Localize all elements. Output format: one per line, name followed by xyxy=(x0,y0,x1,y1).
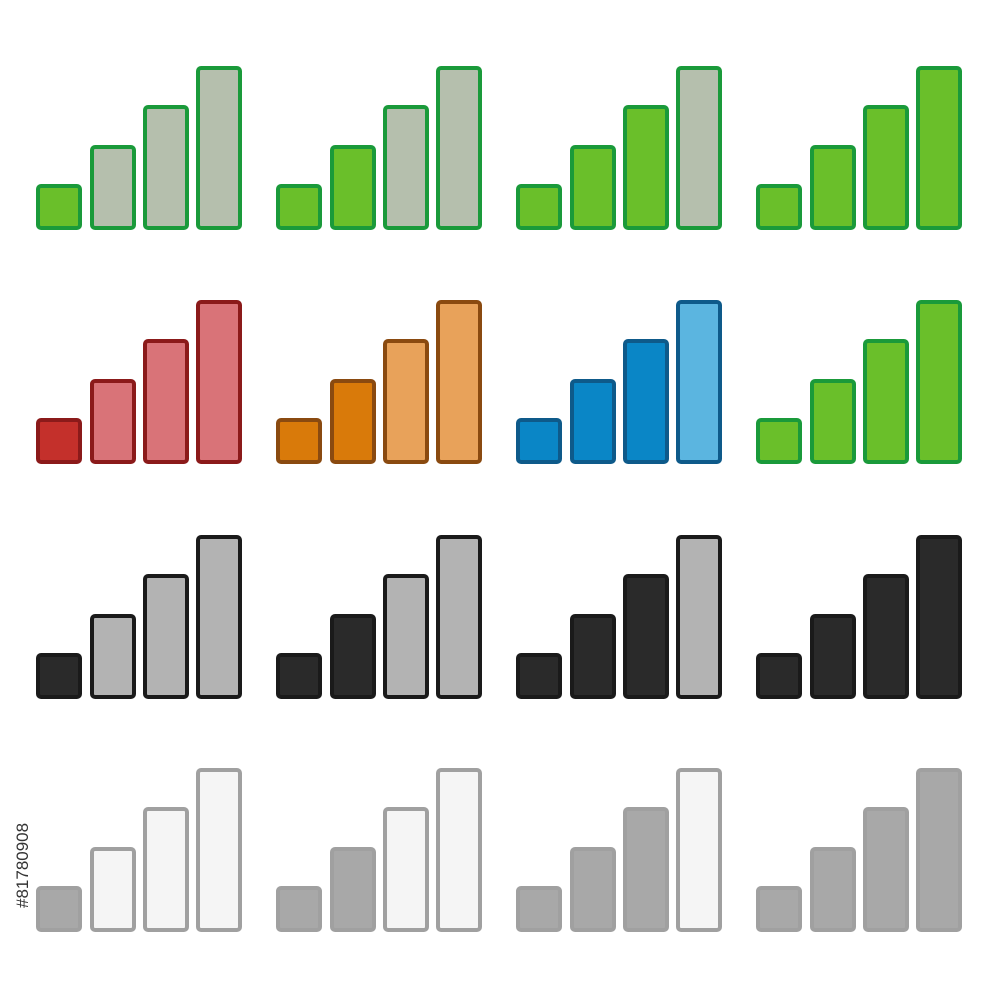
signal-bar xyxy=(623,105,669,230)
signal-bar xyxy=(436,300,482,464)
signal-bar xyxy=(810,379,856,464)
signal-bar xyxy=(570,379,616,464)
signal-bar xyxy=(863,807,909,932)
signal-bar xyxy=(516,418,562,464)
signal-bar xyxy=(143,574,189,699)
signal-bar xyxy=(676,300,722,464)
signal-bar xyxy=(196,66,242,230)
signal-bar xyxy=(196,768,242,932)
signal-bar xyxy=(676,768,722,932)
signal-bar xyxy=(676,535,722,699)
signal-icon xyxy=(276,66,482,230)
icon-grid xyxy=(36,66,962,932)
signal-bar xyxy=(90,847,136,932)
signal-bar xyxy=(756,418,802,464)
signal-bar xyxy=(756,653,802,699)
signal-icon xyxy=(516,300,722,464)
signal-bar xyxy=(143,105,189,230)
signal-bar xyxy=(383,105,429,230)
signal-icon xyxy=(756,66,962,230)
signal-bar xyxy=(276,418,322,464)
stock-id: #81780908 xyxy=(13,823,32,908)
signal-bar xyxy=(623,574,669,699)
signal-bar xyxy=(516,184,562,230)
signal-icon xyxy=(36,66,242,230)
signal-icon xyxy=(36,300,242,464)
signal-bar xyxy=(570,847,616,932)
signal-bar xyxy=(330,614,376,699)
signal-bar xyxy=(916,768,962,932)
signal-bar xyxy=(436,535,482,699)
signal-bar xyxy=(810,614,856,699)
signal-bar xyxy=(330,847,376,932)
signal-bar xyxy=(276,184,322,230)
signal-icon xyxy=(756,300,962,464)
signal-bar xyxy=(756,184,802,230)
signal-icon xyxy=(516,66,722,230)
signal-bar xyxy=(36,418,82,464)
signal-bar xyxy=(143,807,189,932)
signal-bar xyxy=(916,66,962,230)
signal-icon xyxy=(36,768,242,932)
signal-bar xyxy=(196,300,242,464)
signal-icon xyxy=(36,535,242,699)
signal-bar xyxy=(90,145,136,230)
signal-bar xyxy=(863,574,909,699)
signal-icon xyxy=(276,768,482,932)
signal-icon xyxy=(756,535,962,699)
signal-bar xyxy=(276,886,322,932)
signal-bar xyxy=(90,614,136,699)
signal-bar xyxy=(36,184,82,230)
signal-icon xyxy=(276,535,482,699)
signal-icon xyxy=(756,768,962,932)
signal-bar xyxy=(863,105,909,230)
signal-bar xyxy=(516,886,562,932)
signal-bar xyxy=(330,379,376,464)
signal-bar xyxy=(196,535,242,699)
signal-bar xyxy=(436,768,482,932)
signal-bar xyxy=(756,886,802,932)
signal-bar xyxy=(623,339,669,464)
signal-bar xyxy=(143,339,189,464)
signal-bar xyxy=(383,807,429,932)
signal-bar xyxy=(516,653,562,699)
signal-bar xyxy=(570,145,616,230)
signal-bar xyxy=(436,66,482,230)
signal-bar xyxy=(676,66,722,230)
signal-bar xyxy=(810,145,856,230)
signal-bar xyxy=(276,653,322,699)
signal-bar xyxy=(36,653,82,699)
signal-bar xyxy=(916,300,962,464)
signal-bar xyxy=(916,535,962,699)
signal-bar xyxy=(330,145,376,230)
signal-bar xyxy=(570,614,616,699)
signal-bar xyxy=(383,574,429,699)
signal-bar xyxy=(90,379,136,464)
signal-icon xyxy=(516,535,722,699)
signal-bar xyxy=(36,886,82,932)
signal-bar xyxy=(623,807,669,932)
signal-bar xyxy=(383,339,429,464)
signal-icon xyxy=(516,768,722,932)
signal-icon xyxy=(276,300,482,464)
signal-bar xyxy=(810,847,856,932)
signal-bar xyxy=(863,339,909,464)
